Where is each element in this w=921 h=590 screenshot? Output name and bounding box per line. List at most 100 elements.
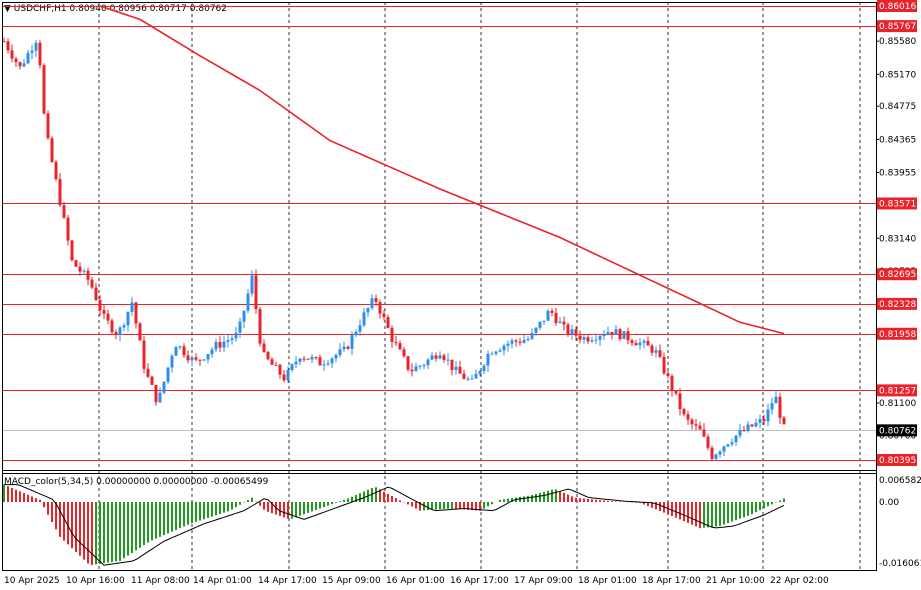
candle-body-67 [270, 359, 274, 365]
candle-body-180 [722, 446, 726, 452]
candle-body-40 [162, 381, 166, 393]
candle-body-176 [706, 436, 710, 448]
candle-body-83 [334, 354, 338, 359]
level-label-box-6 [877, 384, 917, 397]
candle-body-39 [158, 392, 162, 403]
time-label-0: 10 Apr 2025 [4, 576, 60, 586]
candle-body-129 [518, 341, 522, 343]
symbol-name[interactable]: USDCHF,H1 [13, 4, 67, 14]
time-label-2: 11 Apr 08:00 [131, 576, 190, 586]
candle-body-91 [366, 308, 370, 313]
candle-body-76 [306, 358, 310, 360]
candle-body-6 [26, 52, 30, 64]
candle-body-49 [198, 359, 202, 361]
candle-body-135 [542, 320, 546, 322]
open-price: 0.80940 [69, 4, 107, 14]
candle-body-28 [114, 332, 118, 335]
price-tick-label-9: 0.80700 [879, 431, 916, 441]
candle-body-20 [82, 270, 86, 272]
candle-body-71 [286, 370, 290, 381]
candle-body-173 [694, 424, 698, 426]
candle-body-194 [778, 396, 782, 418]
time-label-8: 17 Apr 09:00 [514, 576, 573, 586]
candle-body-169 [678, 393, 682, 410]
macd-indicator-header: MACD_color(5,34,5) 0.00000000 0.00000000… [4, 477, 268, 487]
candle-body-157 [630, 340, 634, 344]
candle-body-113 [454, 366, 458, 370]
candle-body-26 [106, 313, 110, 321]
candle-body-62 [250, 275, 254, 294]
candle-body-104 [418, 365, 422, 367]
candle-body-190 [762, 419, 766, 422]
candle-body-4 [18, 62, 22, 67]
candle-body-179 [718, 451, 722, 455]
candle-body-56 [226, 340, 230, 342]
candle-body-168 [674, 390, 678, 394]
candle-body-21 [86, 270, 90, 280]
candle-body-170 [682, 409, 686, 415]
candle-body-96 [386, 317, 390, 328]
time-label-1: 10 Apr 16:00 [66, 576, 125, 586]
candle-body-87 [350, 335, 354, 349]
candle-body-93 [374, 298, 378, 303]
level-label-3: 0.82695 [879, 270, 916, 280]
candle-body-52 [210, 349, 214, 355]
candle-body-128 [514, 340, 518, 342]
candle-body-144 [578, 335, 582, 340]
candle-body-63 [254, 275, 258, 310]
candle-body-34 [138, 323, 142, 341]
candle-body-131 [526, 338, 530, 341]
candle-body-171 [686, 414, 690, 420]
candle-body-64 [258, 309, 262, 344]
symbol-dropdown-icon[interactable]: ▼ [4, 4, 11, 14]
candle-body-163 [654, 350, 658, 353]
candle-body-35 [142, 340, 146, 369]
candle-body-16 [66, 217, 70, 241]
candle-body-73 [294, 361, 298, 365]
candle-body-158 [634, 343, 638, 346]
candle-body-2 [10, 50, 14, 59]
time-label-6: 16 Apr 01:00 [386, 576, 445, 586]
candle-body-101 [406, 356, 410, 370]
candle-body-181 [726, 444, 730, 447]
level-label-box-4 [877, 297, 917, 310]
candle-body-98 [394, 341, 398, 344]
candle-body-177 [710, 447, 714, 459]
candle-body-162 [650, 345, 654, 353]
candle-body-175 [702, 429, 706, 437]
candle-body-23 [94, 287, 98, 301]
candle-body-61 [246, 293, 250, 311]
candle-body-31 [126, 311, 130, 326]
candle-body-18 [74, 260, 78, 267]
candle-body-69 [278, 364, 282, 375]
candle-body-59 [238, 321, 242, 333]
macd-label[interactable]: MACD_color(5,34,5) [4, 477, 94, 487]
high-price: 0.80956 [109, 4, 147, 14]
candle-body-127 [510, 340, 514, 344]
level-label-8: 0.80395 [879, 456, 916, 466]
candle-body-85 [342, 346, 346, 350]
candle-body-27 [110, 320, 114, 333]
candle-body-151 [606, 332, 610, 335]
symbol-ohlc-header: ▼ USDCHF,H1 0.80940 0.80956 0.80717 0.80… [4, 4, 227, 14]
level-label-1: 0.85767 [879, 22, 916, 32]
time-label-5: 15 Apr 09:00 [322, 576, 381, 586]
level-label-box-2 [877, 197, 917, 210]
level-label-box-7 [877, 424, 917, 437]
candle-body-57 [230, 338, 234, 341]
moving-average-line [99, 5, 785, 335]
candle-body-154 [618, 329, 622, 340]
price-tick-label-2: 0.84775 [879, 102, 916, 112]
candle-body-143 [574, 329, 578, 336]
candle-body-5 [22, 63, 26, 67]
candle-body-89 [358, 325, 362, 332]
candle-body-166 [666, 373, 670, 376]
candle-body-66 [266, 351, 270, 360]
candle-body-126 [506, 343, 510, 346]
candle-body-142 [570, 329, 574, 335]
candle-body-193 [774, 396, 778, 404]
candle-body-152 [610, 332, 614, 335]
candle-body-107 [430, 355, 434, 360]
candle-body-75 [302, 358, 306, 360]
